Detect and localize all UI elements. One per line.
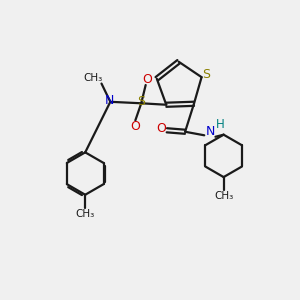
Text: CH₃: CH₃	[76, 209, 95, 219]
Text: O: O	[142, 73, 152, 85]
Text: S: S	[137, 95, 145, 108]
Text: N: N	[105, 94, 114, 107]
Text: O: O	[130, 120, 140, 133]
Text: CH₃: CH₃	[84, 73, 103, 83]
Text: S: S	[202, 68, 210, 81]
Text: H: H	[216, 118, 225, 131]
Text: O: O	[157, 122, 166, 135]
Text: CH₃: CH₃	[214, 191, 233, 201]
Text: N: N	[206, 125, 215, 138]
